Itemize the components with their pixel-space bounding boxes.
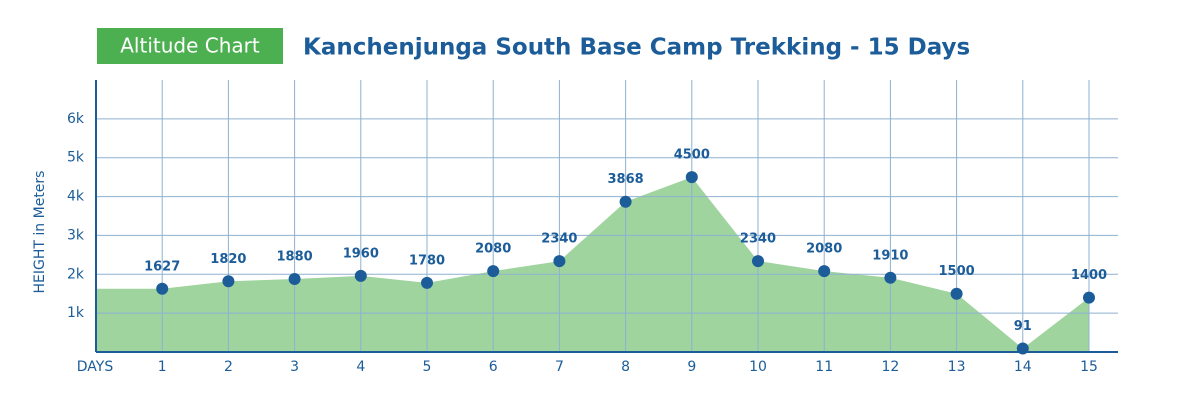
x-tick-label: 8 [621,359,630,375]
value-label: 91 [1014,319,1032,334]
marker [1016,342,1029,355]
chart-title: Kanchenjunga South Base Camp Trekking - … [303,35,970,61]
value-label: 3868 [608,172,644,187]
value-label: 1500 [939,264,975,279]
value-label: 2340 [541,232,577,247]
marker [222,275,235,288]
value-label: 1960 [343,246,379,261]
x-tick-label: 12 [881,359,899,375]
x-tick-label: 5 [423,359,432,375]
x-tick-label: 11 [815,359,833,375]
x-tick-label: 14 [1014,359,1032,375]
marker [156,282,169,295]
value-label: 1627 [144,259,180,274]
y-tick-label: 6k [67,111,85,127]
x-axis-label: DAYS [77,359,114,375]
y-tick-label: 5k [67,150,85,166]
value-label: 1880 [277,249,313,264]
value-label: 2080 [475,242,511,257]
value-label: 4500 [674,148,710,163]
value-label: 1400 [1071,268,1107,283]
x-tick-label: 13 [948,359,966,375]
marker [288,272,301,285]
marker [553,255,566,268]
value-label: 2340 [740,232,776,247]
marker [950,287,963,300]
badge: Altitude Chart [120,34,260,58]
badge-background [97,28,283,64]
value-label: 2080 [806,242,842,257]
area [96,177,1089,352]
marker [354,269,367,282]
marker [487,265,500,278]
x-tick-label: 6 [489,359,498,375]
x-tick-label: 9 [687,359,696,375]
value-label: 1780 [409,253,445,268]
x-tick-label: 1 [158,359,167,375]
marker [752,255,764,268]
value-label: 1820 [210,252,246,267]
y-tick-label: 3k [67,227,85,243]
marker [421,276,433,289]
x-tick-label: 4 [356,359,365,375]
x-tick-label: 7 [555,359,564,375]
x-tick-label: 15 [1080,359,1098,375]
marker [1083,291,1095,304]
x-tick-label: 3 [290,359,299,375]
x-tick-label: 2 [224,359,233,375]
value-label: 1910 [872,248,908,263]
marker [685,171,698,184]
marker [884,271,897,284]
marker [619,195,632,208]
y-axis-label: HEIGHT in Meters [32,171,48,294]
marker [818,265,831,278]
x-tick-label: 10 [749,359,767,375]
y-tick-label: 2k [67,266,85,282]
y-tick-label: 1k [67,305,85,321]
y-tick-label: 4k [67,189,85,205]
